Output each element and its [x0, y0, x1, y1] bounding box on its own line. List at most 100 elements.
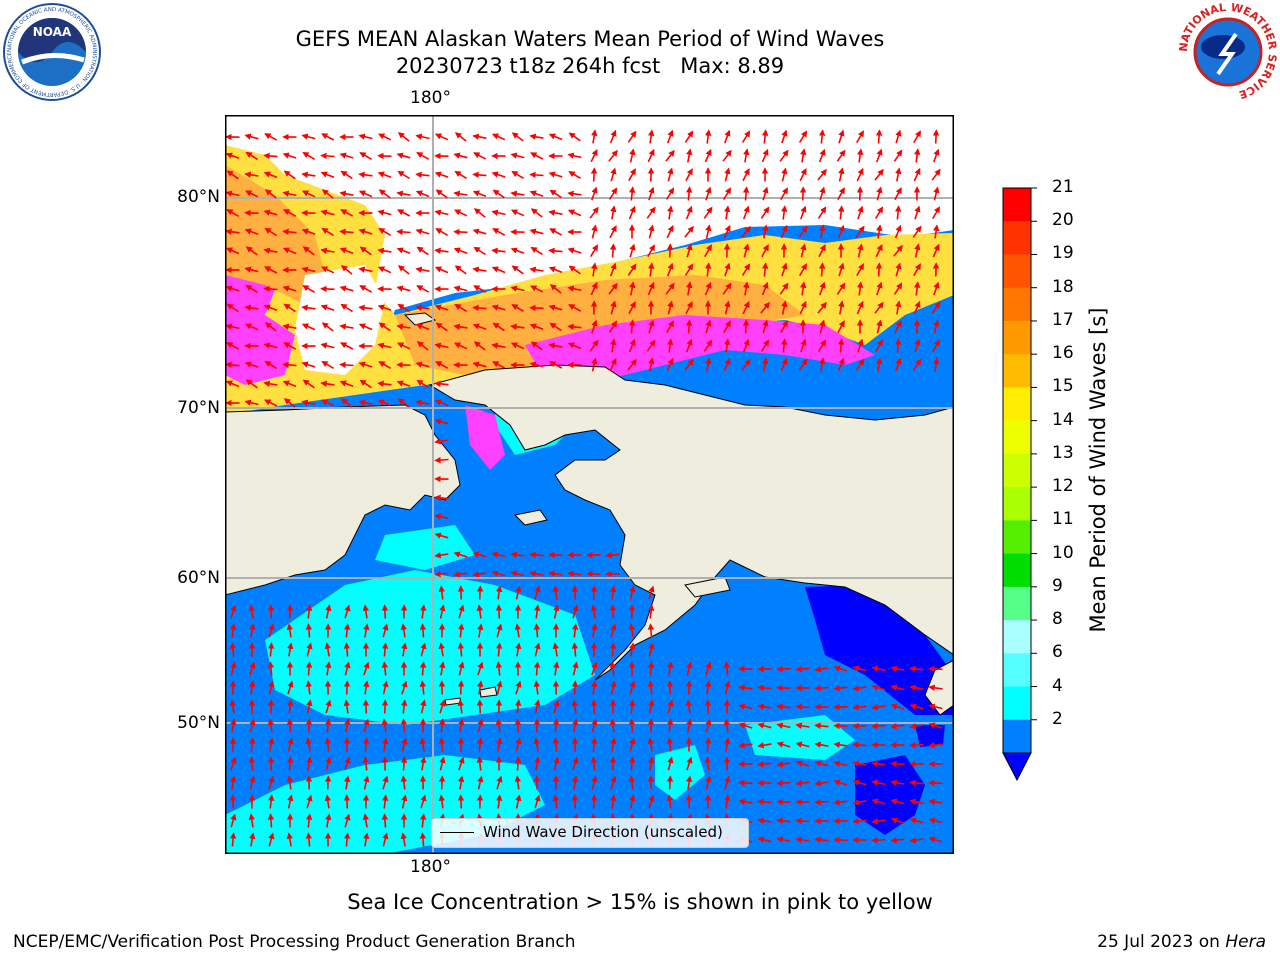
- wind-wave-arrow: [264, 360, 277, 370]
- wind-wave-arrow: [685, 699, 692, 714]
- wind-wave-arrow: [648, 794, 655, 809]
- wind-wave-arrow: [363, 623, 370, 638]
- wind-wave-arrow: [647, 623, 655, 638]
- colorbar-cell: [1003, 653, 1031, 688]
- wind-wave-arrow: [723, 187, 731, 201]
- wind-wave-arrow: [434, 247, 449, 255]
- wind-wave-arrow: [686, 148, 693, 163]
- wind-wave-arrow: [510, 342, 525, 350]
- wind-wave-arrow: [609, 129, 617, 144]
- wind-wave-arrow: [857, 148, 864, 163]
- wind-wave-arrow: [876, 357, 883, 372]
- wind-wave-arrow: [647, 148, 655, 163]
- wind-wave-arrow: [534, 642, 541, 657]
- wind-wave-arrow: [472, 323, 487, 331]
- wind-wave-arrow: [856, 167, 864, 182]
- wind-wave-arrow: [567, 152, 582, 159]
- wind-wave-arrow: [833, 684, 848, 692]
- wind-wave-arrow: [648, 756, 655, 771]
- wind-wave-arrow: [420, 756, 427, 771]
- wind-wave-arrow: [514, 699, 522, 714]
- colorbar-cell: [1003, 553, 1031, 588]
- wind-wave-arrow: [819, 186, 826, 201]
- longitude-label-top: 180°: [410, 88, 451, 108]
- wind-wave-arrow: [435, 189, 448, 199]
- wind-wave-arrow: [457, 623, 465, 638]
- wind-wave-arrow: [780, 224, 788, 239]
- wind-wave-arrow: [591, 775, 598, 790]
- wind-wave-arrow: [852, 703, 867, 711]
- wind-wave-arrow: [627, 358, 637, 371]
- wind-wave-arrow: [548, 304, 563, 311]
- wind-wave-arrow: [553, 756, 560, 771]
- colorbar-cell: [1003, 221, 1031, 255]
- wind-wave-arrow: [780, 357, 788, 372]
- wind-wave-arrow: [282, 323, 297, 330]
- wind-wave-arrow: [225, 247, 240, 255]
- wind-wave-arrow: [434, 380, 449, 388]
- wind-wave-arrow: [723, 794, 731, 809]
- wind-wave-arrow: [510, 190, 525, 197]
- wind-wave-arrow: [286, 756, 294, 771]
- wind-wave-arrow: [305, 661, 313, 676]
- wind-wave-arrow: [529, 228, 544, 235]
- wind-wave-arrow: [476, 699, 484, 714]
- wind-wave-arrow: [590, 167, 598, 182]
- wind-wave-arrow: [453, 285, 468, 292]
- wind-wave-arrow: [742, 319, 750, 334]
- wind-wave-arrow: [358, 190, 373, 198]
- wind-wave-arrow: [245, 285, 259, 293]
- legend-line-symbol: [440, 832, 474, 833]
- wind-wave-arrow: [909, 723, 924, 730]
- wind-wave-arrow: [282, 247, 297, 255]
- wind-wave-arrow: [439, 604, 446, 619]
- wind-wave-arrow: [511, 171, 525, 179]
- colorbar-tick-label: 15: [1052, 376, 1074, 397]
- wind-wave-arrow: [229, 623, 237, 638]
- wind-wave-arrow: [263, 380, 278, 387]
- wind-wave-arrow: [818, 148, 826, 163]
- wind-wave-arrow: [419, 623, 427, 638]
- wind-wave-arrow: [609, 661, 617, 676]
- wind-wave-arrow: [363, 661, 370, 676]
- wind-wave-arrow: [628, 186, 636, 201]
- wind-wave-arrow: [874, 168, 884, 181]
- wind-wave-arrow: [378, 322, 391, 332]
- wind-wave-arrow: [757, 722, 772, 729]
- wind-wave-arrow: [229, 832, 237, 847]
- wind-wave-arrow: [705, 775, 712, 790]
- wind-wave-arrow: [339, 190, 354, 197]
- wind-wave-arrow: [800, 338, 807, 353]
- wind-wave-arrow: [913, 263, 921, 277]
- wind-wave-arrow: [396, 152, 411, 159]
- wind-wave-arrow: [741, 358, 751, 371]
- wind-wave-arrow: [225, 380, 240, 388]
- wind-wave-arrow: [686, 775, 693, 790]
- wind-wave-arrow: [856, 130, 864, 144]
- wind-wave-arrow: [244, 209, 259, 217]
- wind-wave-arrow: [362, 604, 369, 619]
- wind-wave-arrow: [814, 760, 829, 767]
- wind-wave-arrow: [666, 357, 674, 372]
- wind-wave-arrow: [457, 680, 465, 695]
- wind-wave-arrow: [685, 319, 693, 334]
- wind-wave-arrow: [818, 281, 826, 296]
- wind-wave-arrow: [608, 282, 618, 295]
- wind-wave-arrow: [548, 551, 563, 559]
- wind-wave-arrow: [871, 760, 886, 768]
- wind-wave-arrow: [567, 190, 582, 198]
- wind-wave-arrow: [837, 224, 845, 239]
- wind-wave-arrow: [610, 167, 617, 182]
- wind-wave-arrow: [453, 152, 468, 159]
- wind-wave-arrow: [343, 832, 351, 847]
- wind-wave-arrow: [324, 737, 332, 752]
- wind-wave-arrow: [419, 737, 426, 752]
- wind-wave-arrow: [932, 206, 940, 220]
- wind-wave-arrow: [779, 282, 789, 295]
- wind-wave-arrow: [244, 228, 259, 235]
- wind-wave-arrow: [495, 642, 503, 657]
- wind-wave-arrow: [795, 703, 810, 711]
- wind-wave-arrow: [415, 266, 430, 273]
- wind-wave-arrow: [416, 341, 429, 351]
- wind-wave-arrow: [871, 704, 886, 711]
